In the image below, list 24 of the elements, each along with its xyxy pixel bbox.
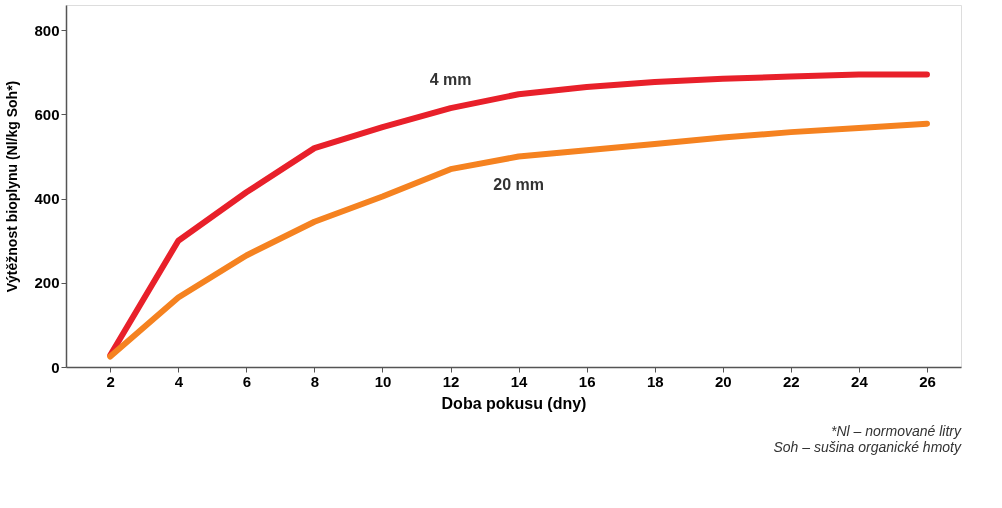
x-axis-title: Doba pokusu (dny) <box>441 394 587 412</box>
x-tick-label: 4 <box>174 372 184 390</box>
x-tick-label: 2 <box>106 372 115 390</box>
x-tick-label: 10 <box>374 372 392 390</box>
x-tick-label: 6 <box>242 372 252 390</box>
text: *Nl – normované litry <box>831 423 962 439</box>
y-tick-label: 600 <box>34 105 60 123</box>
y-tick-label: 400 <box>34 190 60 208</box>
x-tick-label: 26 <box>919 372 936 390</box>
x-tick-label: 12 <box>442 372 460 390</box>
x-tick-label: 20 <box>714 372 732 390</box>
y-tick-label: 800 <box>34 21 60 39</box>
x-tick-label: 22 <box>783 372 800 390</box>
x-tick-label: 24 <box>851 372 869 390</box>
x-tick-label: 18 <box>646 372 664 390</box>
x-tick-label: 14 <box>510 372 529 390</box>
text: Soh – sušina organické hmoty <box>773 439 962 455</box>
y-tick-label: 0 <box>51 358 60 376</box>
y-axis-title: Výtěžnost bioplynu (Nl/kg Soh*) <box>4 80 21 293</box>
series-label: 4 mm <box>429 71 472 89</box>
y-tick-label: 200 <box>34 274 60 292</box>
x-tick-label: 16 <box>578 372 596 390</box>
x-tick-label: 8 <box>310 372 320 390</box>
series-label: 20 mm <box>493 175 544 193</box>
